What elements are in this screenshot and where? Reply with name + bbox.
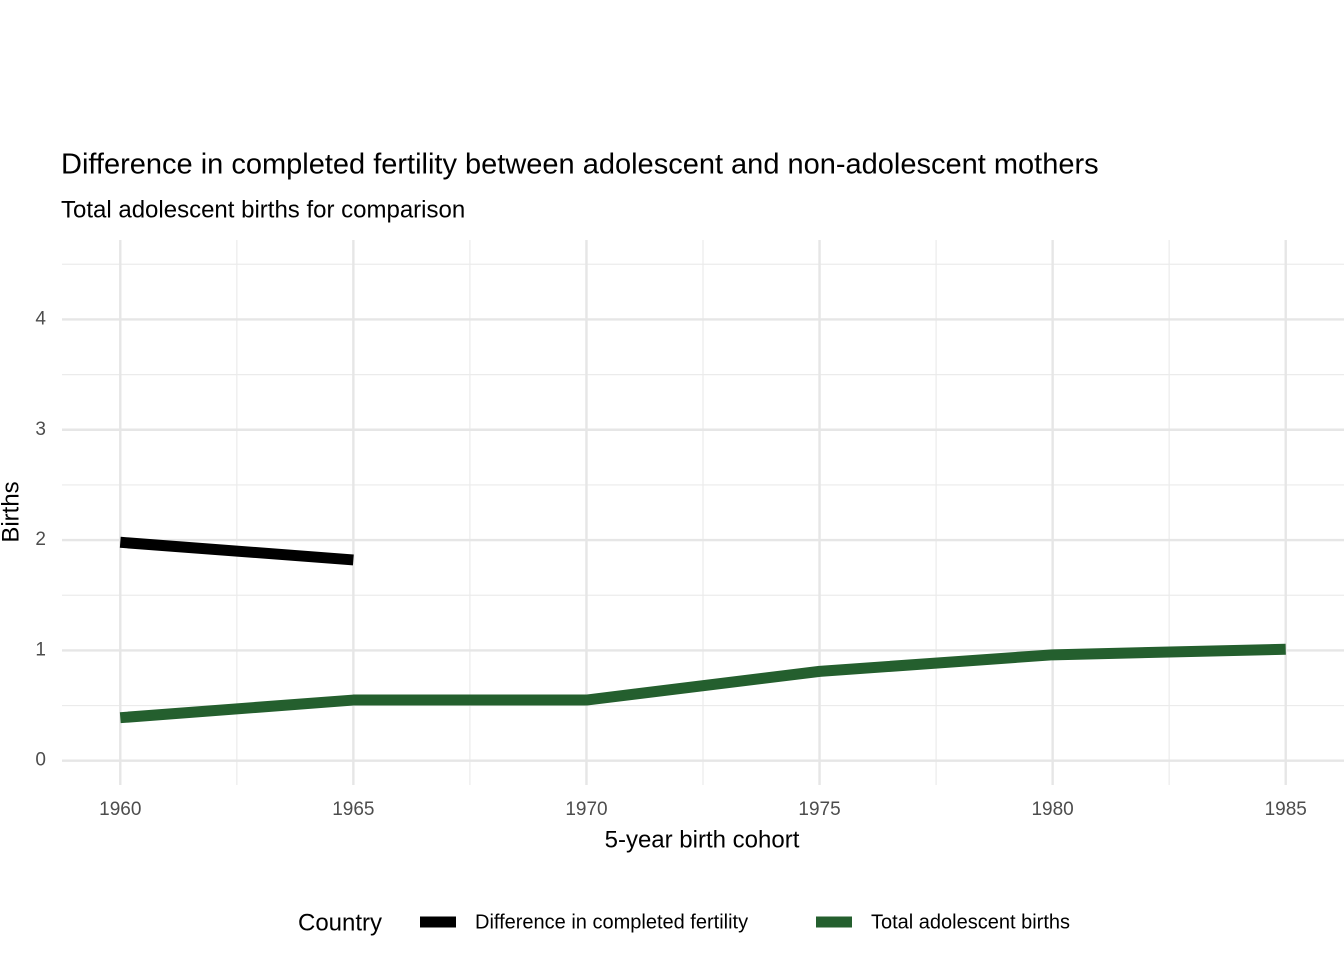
y-tick-label: 2 [35,529,46,550]
legend: Country Difference in completed fertilit… [298,909,1070,936]
legend-label: Difference in completed fertility [475,911,748,933]
legend-title: Country [298,909,382,936]
x-tick-label: 1965 [332,799,374,820]
y-tick-label: 0 [35,750,46,771]
grid [62,240,1344,785]
x-tick-label: 1970 [565,799,607,820]
y-tick-label: 3 [35,419,46,440]
x-tick-label: 1960 [99,799,141,820]
x-tick-label: 1980 [1031,799,1073,820]
y-tick-label: 4 [35,308,46,329]
chart-title: Difference in completed fertility betwee… [61,149,1099,181]
y-tick-label: 1 [35,639,46,660]
x-tick-label: 1985 [1265,799,1307,820]
plot-lines [119,536,1286,724]
series-line [119,643,1286,724]
chart-subtitle: Total adolescent births for comparison [61,196,465,223]
series-line [119,536,354,566]
legend-label: Total adolescent births [871,911,1070,933]
y-axis-label: Births [0,481,24,542]
x-axis-label: 5-year birth cohort [605,826,800,853]
x-tick-label: 1975 [798,799,840,820]
